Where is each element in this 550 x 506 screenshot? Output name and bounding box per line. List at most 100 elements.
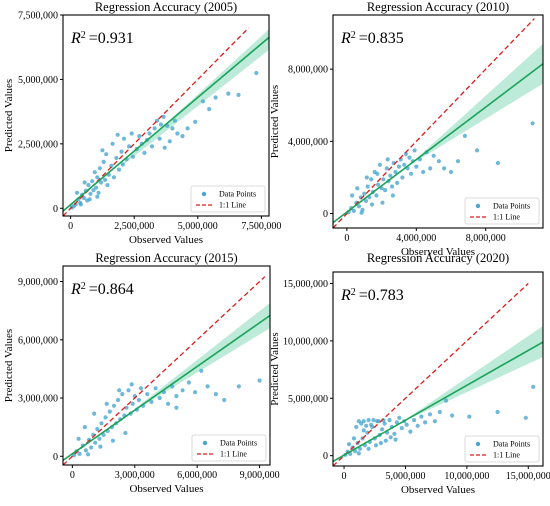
data-point bbox=[236, 384, 241, 389]
legend-points-label: Data Points bbox=[493, 202, 530, 211]
data-point bbox=[432, 419, 437, 424]
r-squared-annotation: R2 =0.835 bbox=[340, 30, 404, 48]
data-point bbox=[101, 159, 106, 164]
data-point bbox=[114, 155, 119, 161]
x-tick-label: 3,000,000 bbox=[115, 470, 155, 481]
data-point bbox=[130, 154, 135, 159]
data-point bbox=[442, 166, 447, 171]
data-point bbox=[76, 436, 81, 441]
legend-point-marker bbox=[475, 441, 481, 447]
data-point bbox=[402, 162, 407, 167]
data-point bbox=[77, 451, 82, 456]
data-point bbox=[86, 183, 91, 188]
identity-line bbox=[333, 18, 535, 228]
x-axis-label: Observed Values bbox=[129, 234, 203, 246]
data-point bbox=[383, 438, 388, 443]
data-point bbox=[78, 202, 83, 207]
data-point bbox=[363, 198, 369, 203]
data-point bbox=[356, 451, 361, 456]
data-point bbox=[395, 180, 400, 185]
r-squared-annotation: R2 =0.931 bbox=[70, 30, 134, 48]
legend-point-marker bbox=[475, 203, 481, 209]
data-point bbox=[162, 145, 167, 150]
data-point bbox=[408, 429, 413, 434]
data-point bbox=[95, 175, 100, 180]
r-squared-annotation: R2 =0.783 bbox=[340, 287, 404, 305]
data-point bbox=[96, 190, 101, 195]
y-axis-label: Predicted Values bbox=[3, 79, 15, 152]
plot-frame bbox=[62, 265, 271, 466]
y-tick-label: 10,000,000 bbox=[283, 336, 328, 347]
data-point bbox=[437, 409, 442, 415]
data-point bbox=[107, 409, 112, 414]
data-point bbox=[120, 162, 125, 167]
legend: Data Points 1:1 Line bbox=[190, 185, 266, 213]
data-point bbox=[115, 132, 120, 137]
data-point bbox=[359, 421, 364, 426]
data-point bbox=[415, 423, 420, 428]
data-point bbox=[101, 432, 106, 437]
data-point bbox=[495, 409, 500, 415]
data-point bbox=[222, 397, 227, 403]
data-point bbox=[149, 144, 155, 149]
y-tick-label: 0 bbox=[53, 452, 58, 463]
data-point bbox=[103, 415, 108, 420]
panel-title: Regression Accuracy (2005) bbox=[95, 0, 237, 14]
data-point bbox=[91, 188, 96, 193]
identity-line bbox=[63, 276, 266, 465]
data-point bbox=[355, 186, 360, 191]
data-point bbox=[530, 121, 535, 126]
data-point bbox=[393, 169, 398, 175]
y-tick-label: 0 bbox=[53, 204, 58, 215]
panel-1: Regression Accuracy (2010) 0 4,000,000 8,00… bbox=[269, 0, 544, 258]
data-point bbox=[393, 437, 398, 442]
x-tick-label: 0 bbox=[342, 471, 347, 482]
x-tick-label: 0 bbox=[344, 233, 349, 244]
x-tick-label: 0 bbox=[70, 470, 75, 481]
data-point bbox=[427, 412, 433, 417]
regression-line bbox=[333, 63, 543, 224]
r-squared-annotation: R2 =0.864 bbox=[70, 281, 134, 299]
data-point bbox=[376, 182, 381, 187]
x-tick-label: 7,500,000 bbox=[241, 221, 281, 232]
data-point bbox=[407, 155, 412, 160]
data-point bbox=[166, 401, 171, 406]
data-point bbox=[174, 394, 179, 399]
data-point bbox=[254, 70, 259, 76]
regression-line bbox=[333, 341, 543, 463]
data-point bbox=[380, 200, 385, 205]
data-point bbox=[81, 195, 86, 201]
legend-line-label: 1:1 Line bbox=[220, 450, 247, 459]
regression-line bbox=[63, 314, 270, 461]
data-point bbox=[116, 167, 122, 172]
data-point bbox=[366, 418, 371, 423]
legend-line-label: 1:1 Line bbox=[219, 201, 246, 210]
data-point bbox=[149, 399, 154, 404]
y-tick-label: 4,000,000 bbox=[288, 137, 328, 148]
data-point bbox=[90, 179, 95, 184]
data-point bbox=[185, 126, 190, 131]
legend: Data Points 1:1 Line bbox=[464, 197, 540, 225]
data-point bbox=[436, 159, 441, 164]
data-point bbox=[152, 126, 157, 131]
data-point bbox=[157, 395, 162, 401]
data-point bbox=[382, 421, 387, 426]
x-tick-label: 0 bbox=[68, 221, 73, 232]
data-point bbox=[207, 107, 212, 112]
data-point bbox=[213, 392, 218, 397]
data-point bbox=[119, 149, 124, 154]
data-point bbox=[147, 131, 152, 136]
data-point bbox=[257, 378, 262, 383]
data-point bbox=[388, 435, 393, 440]
data-point bbox=[92, 170, 97, 175]
data-point bbox=[74, 190, 80, 195]
data-point bbox=[116, 397, 121, 403]
data-point bbox=[495, 160, 500, 166]
data-point bbox=[362, 191, 367, 196]
y-tick-label: 7,500,000 bbox=[18, 11, 58, 22]
data-point bbox=[366, 446, 371, 451]
data-point bbox=[110, 141, 115, 146]
data-point bbox=[111, 403, 117, 408]
data-point bbox=[350, 193, 355, 198]
data-point bbox=[421, 169, 426, 175]
